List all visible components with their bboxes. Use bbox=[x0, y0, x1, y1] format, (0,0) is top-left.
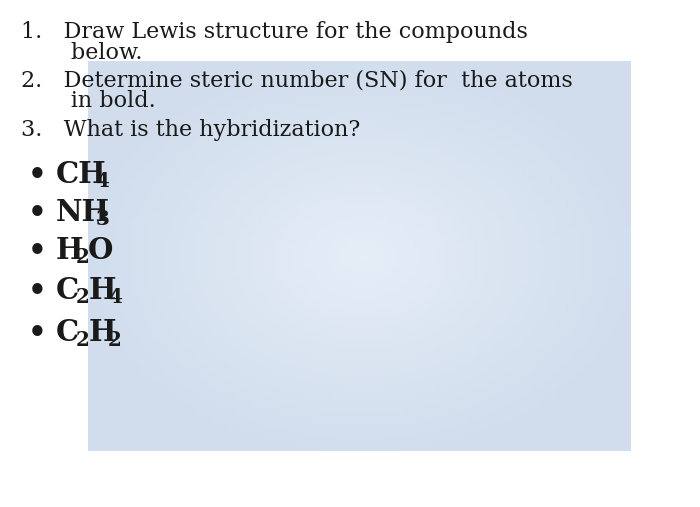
Text: below.: below. bbox=[21, 42, 143, 63]
Text: 3.   What is the hybridization?: 3. What is the hybridization? bbox=[21, 119, 360, 140]
Text: H: H bbox=[88, 318, 116, 347]
Text: 2: 2 bbox=[76, 330, 90, 349]
Text: •: • bbox=[28, 276, 47, 305]
Text: 2: 2 bbox=[108, 330, 122, 349]
Text: H: H bbox=[88, 276, 116, 305]
Text: 3: 3 bbox=[95, 209, 109, 229]
Text: •: • bbox=[28, 160, 47, 189]
Text: C: C bbox=[56, 276, 79, 305]
Text: H: H bbox=[56, 236, 83, 265]
Text: 4: 4 bbox=[108, 287, 122, 307]
Text: •: • bbox=[28, 198, 47, 227]
Text: in bold.: in bold. bbox=[21, 90, 155, 112]
Text: 2: 2 bbox=[76, 247, 90, 267]
Text: C: C bbox=[56, 318, 79, 347]
Text: 2.   Determine steric number (SN) for  the atoms: 2. Determine steric number (SN) for the … bbox=[21, 70, 573, 92]
Text: •: • bbox=[28, 236, 47, 265]
Text: NH: NH bbox=[56, 198, 110, 227]
Text: O: O bbox=[88, 236, 113, 265]
Text: CH: CH bbox=[56, 160, 106, 189]
Text: •: • bbox=[28, 318, 47, 347]
Text: 4: 4 bbox=[95, 171, 109, 191]
Text: 2: 2 bbox=[76, 287, 90, 307]
Text: 1.   Draw Lewis structure for the compounds: 1. Draw Lewis structure for the compound… bbox=[21, 21, 528, 43]
